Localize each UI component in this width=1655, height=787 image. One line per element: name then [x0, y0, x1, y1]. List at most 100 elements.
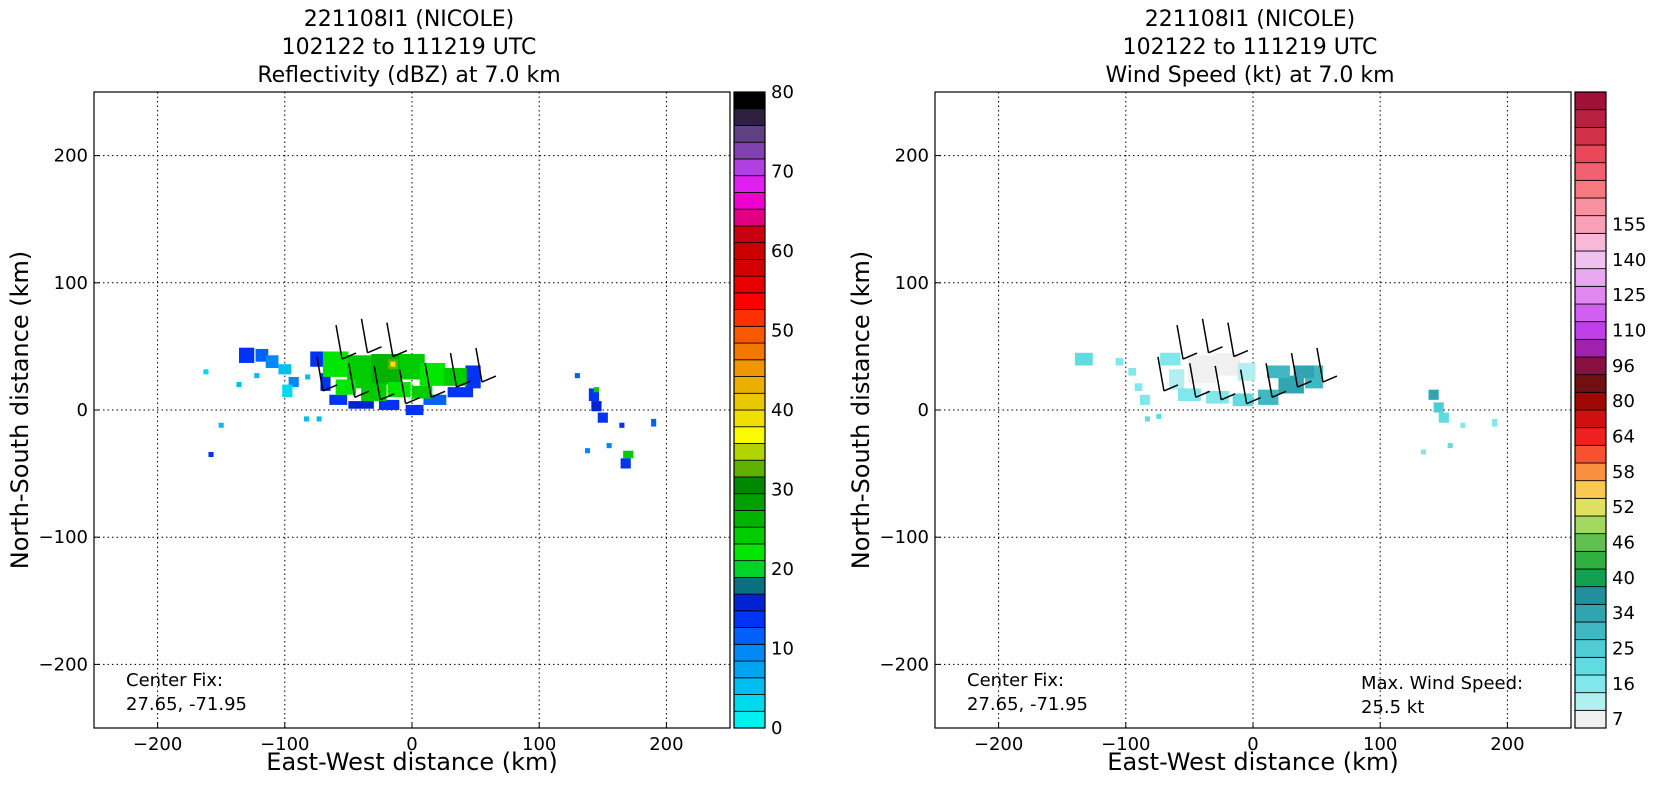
wind-title-line-1: 221108I1 (NICOLE) [1145, 7, 1355, 32]
reflectivity-cell [378, 399, 400, 410]
reflectivity-cell [371, 354, 402, 385]
reflectivity-colorbar-swatch [733, 108, 766, 126]
reflectivity-title-line-1: 221108I1 (NICOLE) [304, 7, 514, 32]
reflectivity-colorbar-swatch [733, 593, 766, 612]
reflectivity-cell [423, 394, 447, 405]
wind-colorbar-swatch [1574, 338, 1607, 358]
wind-cell [1115, 357, 1124, 366]
wind-colorbar-swatch [1574, 91, 1607, 111]
barb-flag [392, 349, 408, 358]
reflectivity-colorbar-label: 50 [771, 321, 794, 342]
wind-colorbar-swatch [1574, 321, 1607, 340]
reflectivity-colorbar: 0 10 20 30 40 50 60 70 80 [733, 82, 794, 739]
reflectivity-colorbar-swatch [733, 292, 766, 310]
barb-staff [424, 363, 432, 398]
barb-staff [1316, 347, 1324, 383]
wind-cell [1293, 365, 1315, 379]
reflectivity-cell [208, 451, 214, 458]
wind-cell [1156, 413, 1162, 419]
reflectivity-colorbar-swatch [733, 175, 766, 193]
reflectivity-title-line-2: 102122 to 111219 UTC [282, 35, 537, 60]
wind-cell [1266, 365, 1290, 379]
barb-flag [1163, 384, 1179, 392]
wind-colorbar-frame [1574, 91, 1607, 729]
barb-flag [1208, 346, 1223, 354]
wind-cell [1460, 422, 1466, 428]
wind-wind-barbs [1157, 318, 1338, 405]
wind-colorbar-swatch [1574, 621, 1607, 641]
wind-wind-barb [1214, 365, 1236, 401]
reflectivity-colorbar-swatch [733, 543, 766, 562]
wind-colorbar-swatch [1574, 285, 1607, 305]
reflectivity-cell [265, 355, 279, 369]
reflectivity-wind-barb [373, 365, 395, 401]
reflectivity-colorbar-swatch [733, 242, 766, 260]
barb-staff [1157, 356, 1165, 392]
wind-colorbar-swatch [1574, 639, 1607, 658]
wind-gridlines [935, 92, 1571, 728]
reflectivity-colorbar-swatch [733, 610, 766, 628]
reflectivity-colorbar-swatch [733, 359, 766, 377]
wind-colorbar-label: 125 [1612, 285, 1646, 306]
barb-staff [1227, 322, 1235, 357]
wind-colorbar-swatch [1574, 197, 1607, 217]
reflectivity-cell [623, 450, 634, 459]
wind-colorbar-swatch [1574, 692, 1607, 711]
wind-colorbar-swatch [1574, 356, 1607, 376]
reflectivity-colorbar-swatch [733, 660, 766, 679]
reflectivity-colorbar-swatch [733, 459, 766, 478]
reflectivity-cell [593, 387, 599, 393]
reflectivity-colorbar-swatch [733, 576, 766, 595]
reflectivity-ytick-label: 200 [54, 146, 88, 167]
wind-colorbar-label: 96 [1612, 356, 1635, 377]
wind-center-fix-label: Center Fix: [967, 670, 1064, 691]
barb-staff [398, 369, 407, 404]
reflectivity-cell [316, 416, 322, 422]
wind-colorbar-swatch [1574, 179, 1607, 199]
wind-wind-barb [1316, 347, 1338, 383]
wind-colorbar-label: 25 [1612, 639, 1635, 660]
barb-flag [341, 352, 357, 360]
reflectivity-colorbar-swatch [733, 342, 766, 361]
reflectivity-xtick-label: 200 [649, 734, 683, 755]
wind-colorbar-swatch [1574, 444, 1607, 464]
barb-flag [1246, 396, 1261, 405]
reflectivity-xtick-label: 0 [406, 734, 417, 755]
wind-colorbar-swatch [1574, 533, 1607, 552]
reflectivity-title-line-3: Reflectivity (dBZ) at 7.0 km [257, 63, 560, 88]
wind-colorbar-label: 155 [1612, 215, 1646, 236]
barb-staff [360, 318, 369, 353]
reflectivity-ylabel: North-South distance (km) [6, 251, 34, 570]
reflectivity-cell [254, 373, 260, 379]
reflectivity-colorbar-swatch [733, 493, 766, 511]
reflectivity-colorbar-swatch [733, 627, 766, 645]
reflectivity-cell [465, 365, 481, 389]
reflectivity-ytick-label: −100 [39, 527, 88, 548]
barb-flag [1182, 352, 1198, 360]
reflectivity-colorbar-swatch [733, 510, 766, 528]
barb-staff [348, 363, 356, 398]
reflectivity-colorbar-swatch [733, 309, 766, 327]
wind-cell [1278, 375, 1304, 394]
reflectivity-colorbar-swatch [733, 526, 766, 545]
reflectivity-cell [419, 362, 446, 386]
reflectivity-wind-barb [386, 322, 408, 358]
reflectivity-wind-barbs [316, 318, 497, 405]
reflectivity-colorbar-swatch [733, 141, 766, 160]
wind-colorbar-swatch [1574, 409, 1607, 429]
wind-ylabel: North-South distance (km) [847, 251, 875, 570]
wind-ytick-label: 200 [895, 146, 929, 167]
barb-staff [1290, 352, 1299, 388]
wind-center-fix-value: 27.65, -71.95 [967, 694, 1088, 715]
wind-colorbar-label: 16 [1612, 674, 1635, 695]
wind-colorbar-label: 52 [1612, 497, 1635, 518]
reflectivity-cell [588, 388, 599, 402]
reflectivity-cell [303, 416, 309, 422]
reflectivity-colorbar-swatch [733, 158, 766, 177]
wind-colorbar-swatch [1574, 427, 1607, 446]
barb-flag [367, 346, 382, 354]
reflectivity-cell [390, 361, 396, 367]
reflectivity-colorbar-swatch [733, 208, 766, 227]
reflectivity-wind-barb [316, 356, 338, 392]
